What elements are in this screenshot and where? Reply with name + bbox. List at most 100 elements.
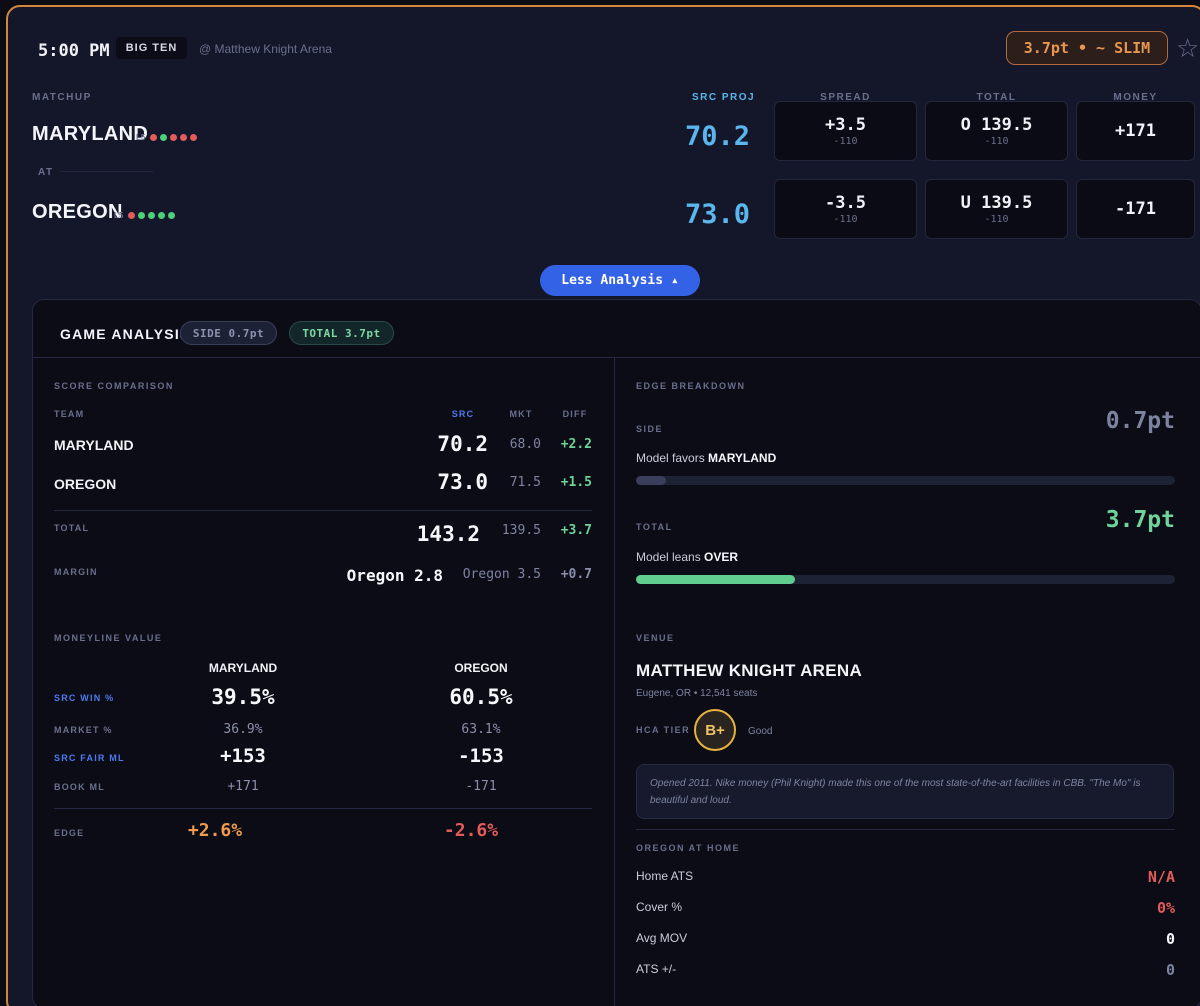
total-edge-bar — [636, 575, 1175, 584]
form-win-dot — [148, 212, 156, 219]
away-moneyline: +171 — [1115, 121, 1156, 141]
spread-header: SPREAD — [820, 92, 871, 103]
src-proj-header: SRC PROJ — [692, 92, 756, 103]
side-edge-value: 0.7pt — [1105, 408, 1175, 434]
avg-mov-label: Avg MOV — [636, 931, 688, 945]
venue-location: Eugene, OR • 12,541 seats — [636, 688, 758, 699]
venue-note: Opened 2011. Nike money (Phil Knight) ma… — [636, 764, 1174, 819]
sc-margin-diff: +0.7 — [560, 567, 592, 582]
sc-margin-mkt: Oregon 3.5 — [462, 567, 541, 582]
sc-home-team: OREGON — [54, 476, 117, 492]
sc-total-mkt: 139.5 — [501, 523, 541, 538]
total-model-dir: OVER — [704, 550, 739, 564]
home-form-dots — [128, 206, 178, 224]
sc-margin-src: Oregon 2.8 — [346, 566, 443, 585]
away-form-dots — [150, 128, 200, 146]
sc-away-src: 70.2 — [437, 432, 488, 456]
side-chip[interactable]: SIDE 0.7pt — [180, 321, 277, 345]
ml-away-src-win: 39.5% — [211, 685, 275, 709]
conference-badge: BIG TEN — [116, 37, 187, 59]
panel-column-divider — [614, 358, 615, 1006]
ml-away-team: MARYLAND — [208, 661, 278, 675]
game-analysis-panel: GAME ANALYSIS SIDE 0.7pt TOTAL 3.7pt SCO… — [32, 299, 1200, 1006]
home-spread: -3.5 — [825, 193, 866, 213]
away-form: L5 — [136, 128, 200, 146]
ml-home-team: OREGON — [454, 661, 508, 675]
sc-away-diff: +2.2 — [560, 437, 592, 452]
sc-divider — [54, 510, 592, 511]
total-chip[interactable]: TOTAL 3.7pt — [289, 321, 394, 345]
form-win-dot — [168, 212, 176, 219]
sc-home-diff: +1.5 — [560, 475, 592, 490]
avg-mov-value: 0 — [1165, 930, 1175, 948]
matchup-label: MATCHUP — [32, 92, 92, 103]
ml-home-fair: -153 — [458, 745, 504, 767]
hca-grade-text: Good — [748, 726, 773, 737]
sc-margin-label: MARGIN — [54, 567, 98, 577]
money-header: MONEY — [1113, 92, 1158, 103]
over-total-odds: -110 — [984, 136, 1009, 147]
venue-divider — [636, 829, 1175, 830]
home-ats-label: Home ATS — [636, 869, 694, 883]
side-model-text: Model favors MARYLAND — [636, 451, 776, 465]
home-moneyline-button[interactable]: -171 — [1076, 179, 1195, 239]
side-model-prefix: Model favors — [636, 451, 709, 465]
over-total-button[interactable]: O 139.5 -110 — [925, 101, 1068, 161]
away-moneyline-button[interactable]: +171 — [1076, 101, 1195, 161]
home-ats-value: N/A — [1147, 868, 1175, 886]
side-edge-bar — [636, 476, 1175, 485]
ml-home-edge: -2.6% — [443, 820, 499, 841]
total-edge-bar-fill — [636, 575, 795, 584]
edge-label: EDGE — [54, 828, 85, 838]
score-comparison-label: SCORE COMPARISON — [54, 381, 174, 391]
at-divider — [60, 171, 153, 172]
venue-name: MATTHEW KNIGHT ARENA — [636, 661, 863, 680]
over-total: O 139.5 — [960, 115, 1033, 135]
less-analysis-button[interactable]: Less Analysis ▴ — [540, 265, 700, 296]
star-icon[interactable]: ☆ — [1176, 33, 1200, 63]
ml-away-market: 36.9% — [223, 722, 263, 737]
ats-plus-minus-value: 0 — [1165, 961, 1175, 979]
form-loss-dot — [150, 134, 158, 141]
away-spread-button[interactable]: +3.5 -110 — [774, 101, 917, 161]
at-label: AT — [38, 167, 54, 178]
home-moneyline: -171 — [1115, 199, 1156, 219]
away-spread-odds: -110 — [833, 136, 858, 147]
under-total-button[interactable]: U 139.5 -110 — [925, 179, 1068, 239]
form-loss-dot — [170, 134, 178, 141]
side-model-team: MARYLAND — [708, 451, 777, 465]
fair-ml-label: SRC FAIR ML — [54, 753, 125, 763]
form-loss-dot — [128, 212, 136, 219]
cover-pct-label: Cover % — [636, 900, 683, 914]
src-win-label: SRC WIN % — [54, 693, 115, 703]
total-model-prefix: Model leans — [636, 550, 705, 564]
ml-away-fair: +153 — [220, 745, 266, 767]
home-spread-button[interactable]: -3.5 -110 — [774, 179, 917, 239]
game-card: 5:00 PM BIG TEN @ Matthew Knight Arena 3… — [6, 5, 1200, 1006]
l5-label: L5 — [136, 132, 146, 142]
sc-away-team: MARYLAND — [54, 437, 134, 453]
form-loss-dot — [190, 134, 198, 141]
analysis-title: GAME ANALYSIS — [60, 326, 191, 342]
side-label: SIDE — [636, 424, 664, 434]
away-team-name[interactable]: MARYLAND — [32, 123, 149, 145]
home-team-name[interactable]: OREGON — [32, 201, 123, 223]
home-stats-label: OREGON AT HOME — [636, 843, 740, 853]
sc-total-label: TOTAL — [54, 523, 90, 533]
book-ml-label: BOOK ML — [54, 782, 105, 792]
sc-home-src: 73.0 — [437, 470, 488, 494]
edge-pill[interactable]: 3.7pt • ~ SLIM — [1006, 31, 1168, 65]
hca-grade-badge: B+ — [694, 709, 736, 751]
ml-home-market: 63.1% — [461, 722, 501, 737]
panel-header-divider — [33, 357, 1200, 358]
moneyline-label: MONEYLINE VALUE — [54, 633, 163, 643]
ml-away-book: +171 — [227, 779, 259, 794]
form-win-dot — [158, 212, 166, 219]
cover-pct-value: 0% — [1156, 899, 1175, 917]
home-spread-odds: -110 — [833, 214, 858, 225]
ml-divider — [54, 808, 592, 809]
form-loss-dot — [180, 134, 188, 141]
hca-tier-label: HCA TIER — [636, 725, 691, 735]
form-win-dot — [138, 212, 146, 219]
total-header: TOTAL — [976, 92, 1017, 103]
